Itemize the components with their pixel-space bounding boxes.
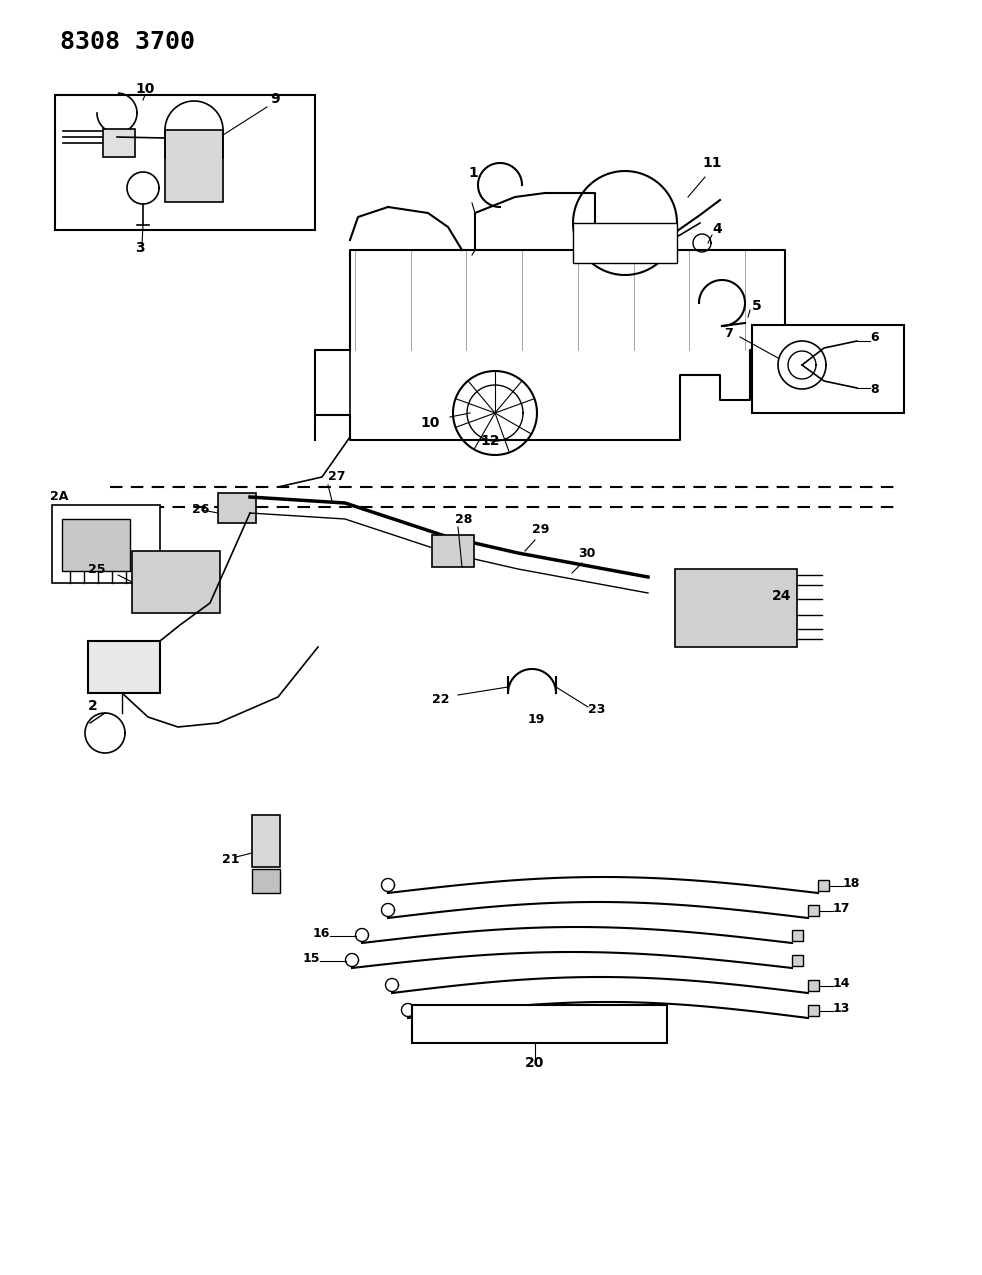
- Text: 27: 27: [328, 470, 346, 483]
- Bar: [792, 955, 803, 966]
- Text: 13: 13: [833, 1002, 850, 1015]
- Bar: [808, 980, 819, 991]
- Text: 20: 20: [525, 1056, 545, 1070]
- Text: 28: 28: [455, 513, 472, 527]
- Bar: [165, 130, 223, 201]
- Text: 2A: 2A: [50, 490, 69, 504]
- Text: 15: 15: [302, 952, 320, 965]
- Bar: [55, 96, 315, 230]
- Text: 12: 12: [480, 434, 500, 448]
- Text: 25: 25: [88, 564, 105, 576]
- Bar: [412, 1005, 667, 1043]
- Bar: [752, 325, 904, 413]
- Bar: [808, 905, 819, 915]
- Text: 10: 10: [136, 82, 155, 96]
- Text: 5: 5: [752, 300, 762, 312]
- Bar: [808, 1005, 819, 1016]
- Text: 2: 2: [88, 699, 98, 713]
- Text: 21: 21: [222, 853, 240, 866]
- Text: 29: 29: [532, 523, 549, 536]
- Text: 7: 7: [724, 326, 733, 340]
- Text: 3: 3: [136, 241, 144, 255]
- Text: 17: 17: [833, 901, 850, 915]
- Bar: [792, 929, 803, 941]
- Text: 18: 18: [843, 877, 860, 890]
- Text: 19: 19: [528, 713, 545, 725]
- Bar: [88, 641, 160, 694]
- Bar: [103, 129, 135, 157]
- Text: 24: 24: [772, 589, 791, 603]
- Bar: [132, 551, 220, 613]
- Text: 22: 22: [432, 694, 450, 706]
- Text: 23: 23: [588, 703, 605, 717]
- Text: 30: 30: [578, 547, 595, 560]
- Text: 9: 9: [270, 92, 280, 106]
- Text: 8: 8: [870, 382, 879, 397]
- Bar: [573, 223, 677, 263]
- Bar: [818, 880, 829, 891]
- Bar: [62, 519, 130, 571]
- Text: 1: 1: [468, 166, 478, 180]
- Text: 11: 11: [702, 156, 722, 170]
- Bar: [252, 870, 280, 892]
- Text: 4: 4: [712, 222, 722, 236]
- Text: 26: 26: [192, 504, 209, 516]
- Bar: [218, 493, 256, 523]
- Text: 6: 6: [870, 332, 879, 344]
- Bar: [252, 815, 280, 867]
- Text: 14: 14: [833, 977, 850, 989]
- Bar: [675, 569, 797, 646]
- Text: 16: 16: [312, 927, 330, 940]
- Text: 10: 10: [420, 416, 440, 430]
- Bar: [432, 536, 474, 567]
- Text: 8308 3700: 8308 3700: [60, 31, 195, 54]
- Bar: [52, 505, 160, 583]
